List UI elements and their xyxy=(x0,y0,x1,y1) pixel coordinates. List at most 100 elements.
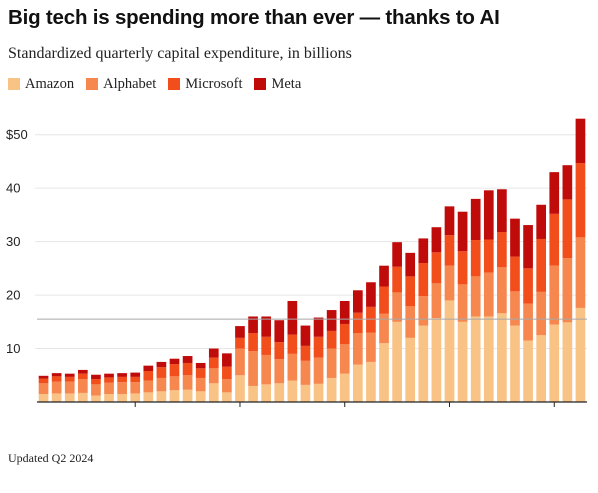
bar-amazon xyxy=(352,364,363,402)
bar-microsoft xyxy=(497,232,507,268)
bar-alphabet xyxy=(431,283,442,319)
bar-alphabet xyxy=(91,384,101,396)
bar-alphabet xyxy=(352,333,363,365)
bar-alphabet xyxy=(51,381,62,394)
bar-microsoft xyxy=(326,330,337,349)
bar-amazon xyxy=(339,373,350,402)
bar-microsoft xyxy=(444,235,455,266)
bar-meta xyxy=(444,206,455,236)
bar-alphabet xyxy=(562,258,573,323)
bar-amazon xyxy=(222,392,232,402)
bar-microsoft xyxy=(523,268,533,304)
bar-microsoft xyxy=(549,213,560,266)
bar-amazon xyxy=(536,335,547,402)
bar-microsoft xyxy=(379,286,389,314)
bar-alphabet xyxy=(405,306,416,338)
bar-amazon xyxy=(575,307,586,402)
bar-microsoft xyxy=(117,376,127,383)
bar-meta xyxy=(497,189,507,233)
bar-microsoft xyxy=(313,336,324,358)
bar-microsoft xyxy=(156,367,167,378)
bar-meta xyxy=(248,316,258,334)
bar-alphabet xyxy=(575,237,586,308)
legend-item-meta: Meta xyxy=(254,76,301,93)
bar-alphabet xyxy=(248,351,258,386)
bar-amazon xyxy=(444,300,455,402)
bar-meta xyxy=(130,372,141,377)
bar-meta xyxy=(208,348,219,358)
bar-meta xyxy=(352,290,363,313)
legend-swatch xyxy=(254,78,267,90)
bar-amazon xyxy=(77,392,88,402)
bar-meta xyxy=(523,225,533,269)
bar-meta xyxy=(51,373,62,377)
bar-microsoft xyxy=(418,263,429,297)
bar-amazon xyxy=(300,384,311,402)
bar-amazon xyxy=(182,389,193,402)
bar-amazon xyxy=(379,343,389,402)
bar-alphabet xyxy=(208,368,219,384)
bar-meta xyxy=(235,326,245,338)
bar-alphabet xyxy=(195,377,206,392)
bar-meta xyxy=(261,316,272,337)
bar-meta xyxy=(117,373,127,377)
y-tick-label: 10 xyxy=(6,341,20,356)
x-tick-label: 2016 xyxy=(121,409,150,410)
bar-alphabet xyxy=(117,382,127,394)
bar-microsoft xyxy=(483,239,494,273)
chart-title: Big tech is spending more than ever — th… xyxy=(8,6,500,29)
bar-microsoft xyxy=(77,373,88,380)
bar-amazon xyxy=(470,316,481,402)
legend-label: Alphabet xyxy=(103,75,157,92)
bar-alphabet xyxy=(169,376,180,391)
bar-alphabet xyxy=(77,379,88,393)
bar-microsoft xyxy=(261,336,272,355)
bar-amazon xyxy=(510,325,520,402)
bar-alphabet xyxy=(235,348,245,376)
legend-label: Microsoft xyxy=(185,75,243,92)
bar-meta xyxy=(313,317,324,337)
bar-meta xyxy=(575,118,586,164)
bar-alphabet xyxy=(470,276,481,317)
bar-alphabet xyxy=(379,313,389,344)
legend-swatch xyxy=(8,78,20,90)
bar-amazon xyxy=(130,393,141,402)
y-tick-label: 40 xyxy=(6,181,20,196)
bar-amazon xyxy=(38,393,49,402)
y-tick-label: $50 xyxy=(6,127,28,142)
chart-subtitle: Standardized quarterly capital expenditu… xyxy=(8,45,352,62)
footnote: Updated Q2 2024 xyxy=(8,451,94,465)
bar-meta xyxy=(169,358,180,365)
x-tick-label: 2018 xyxy=(226,409,255,410)
bar-alphabet xyxy=(156,377,167,392)
bar-alphabet xyxy=(38,383,49,394)
bar-alphabet xyxy=(444,265,455,301)
bar-amazon xyxy=(313,383,324,402)
bar-meta xyxy=(195,362,206,369)
bar-amazon xyxy=(104,393,114,402)
bar-microsoft xyxy=(339,323,350,345)
bar-amazon xyxy=(392,321,402,402)
bar-meta xyxy=(38,375,49,379)
bar-amazon xyxy=(549,324,560,402)
bar-alphabet xyxy=(339,344,350,374)
bar-amazon xyxy=(326,377,337,402)
bar-microsoft xyxy=(405,276,416,307)
bar-meta xyxy=(77,369,88,374)
bar-alphabet xyxy=(287,353,298,381)
bar-microsoft xyxy=(562,199,573,259)
bar-meta xyxy=(156,361,167,368)
bar-amazon xyxy=(457,321,468,402)
legend-swatch xyxy=(86,78,99,90)
legend-item-microsoft: Microsoft xyxy=(168,76,242,93)
bar-microsoft xyxy=(91,379,101,385)
bar-meta xyxy=(405,252,416,277)
bar-amazon xyxy=(156,391,167,402)
bar-alphabet xyxy=(549,265,560,325)
bar-microsoft xyxy=(222,366,232,380)
bar-alphabet xyxy=(483,272,494,317)
bar-meta xyxy=(91,374,101,380)
bar-amazon xyxy=(91,395,101,402)
bar-meta xyxy=(182,356,193,363)
bar-alphabet xyxy=(300,360,311,385)
